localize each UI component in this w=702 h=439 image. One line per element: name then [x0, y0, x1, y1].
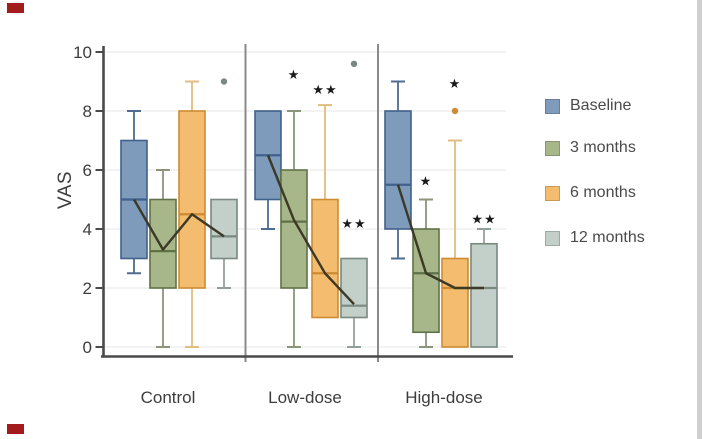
legend-swatch-3months: [545, 140, 560, 156]
y-tick-label-6: 6: [83, 161, 92, 180]
box-control-3months: [149, 198, 177, 289]
y-axis-title: VAS: [55, 170, 76, 210]
y-tick-label-10: 10: [73, 43, 92, 62]
y-tick-label-4: 4: [83, 220, 92, 239]
trend-line-high-dose: [396, 184, 484, 290]
legend-item-Baseline: Baseline: [545, 96, 631, 116]
group-label-high-dose: High-dose: [405, 388, 483, 407]
group-label-low-dose: Low-dose: [268, 388, 342, 407]
y-tick-label-8: 8: [83, 102, 92, 121]
outlier-high-dose-6months: [451, 107, 459, 115]
legend-item-3months: 3 months: [545, 138, 636, 158]
box-lowdose-3months: [280, 169, 308, 289]
legend-swatch-12months: [545, 230, 560, 246]
legend-label-12months: 12 months: [570, 229, 645, 246]
sig-marker-high-dose-3months: ★: [420, 173, 433, 188]
sig-marker-high-dose-6months: ★: [449, 76, 462, 91]
legend-label-6months: 6 months: [570, 184, 636, 201]
legend-label-Baseline: Baseline: [570, 97, 632, 114]
sig-marker-low-dose-3months: ★: [288, 67, 301, 82]
box-highdose-Baseline: [384, 110, 412, 230]
red-corner-mark-bottom: [7, 424, 24, 434]
trend-line-control: [132, 198, 225, 251]
legend-swatch-6months: [545, 185, 560, 201]
legend-item-6months: 6 months: [545, 183, 636, 203]
box-lowdose-12months: [340, 257, 368, 319]
red-corner-mark-top: [7, 3, 24, 13]
legend-label-3months: 3 months: [570, 139, 636, 156]
group-label-control: Control: [141, 388, 196, 407]
right-edge-strip: [697, 0, 702, 439]
sig-marker-high-dose-12months: ★★: [471, 212, 496, 227]
outlier-control-12months: [220, 78, 228, 85]
y-tick-label-0: 0: [83, 338, 92, 357]
legend-swatch-Baseline: [545, 98, 560, 114]
outlier-low-dose-12months: [350, 60, 358, 67]
sig-marker-low-dose-6months: ★★: [312, 82, 337, 97]
box-highdose-6months: [441, 257, 469, 348]
box-highdose-12months: [470, 242, 498, 348]
box-control-6months: [178, 110, 206, 289]
sig-marker-low-dose-12months: ★★: [341, 216, 366, 231]
legend-item-12months: 12 months: [545, 228, 645, 248]
y-tick-label-2: 2: [83, 279, 92, 298]
trend-line-low-dose: [266, 154, 355, 306]
